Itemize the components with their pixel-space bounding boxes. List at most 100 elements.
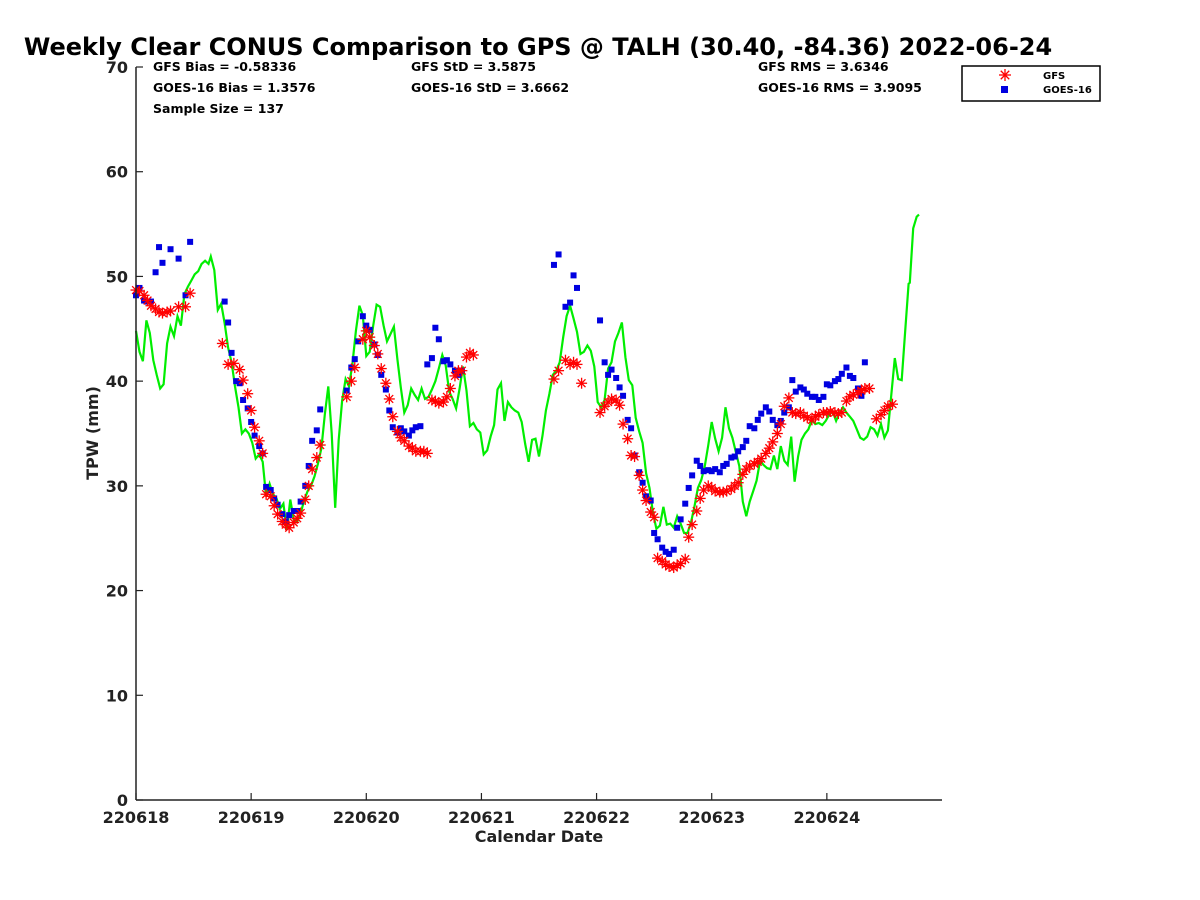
goes16-point [309,437,316,444]
goes16-point [728,454,735,461]
goes16-point [708,468,715,475]
goes16-point [409,427,416,434]
goes16-point [244,405,251,412]
gfs-point [306,463,318,475]
goes16-point [693,457,700,464]
goes16-point [739,444,746,451]
goes16-point [823,381,830,388]
goes16-point [685,484,692,491]
goes16-point [221,298,228,305]
gfs-point [253,435,265,447]
x-tick-label: 220618 [103,808,170,827]
x-tick-label: 220619 [218,808,285,827]
x-tick-label: 220623 [678,808,745,827]
goes16-point [417,423,424,430]
goes16-point [613,375,620,382]
y-tick-label: 70 [106,58,128,77]
goes16-point [666,550,673,557]
goes16-point [620,392,627,399]
goes16-point [689,472,696,479]
goes16-point [228,349,235,356]
x-tick-label: 220621 [448,808,515,827]
goes16-point [182,292,189,299]
goes16-point [762,404,769,411]
gfs-point [622,433,634,445]
gfs-point [245,404,257,416]
goes16-point [769,416,776,423]
goes16-point [152,269,159,276]
stat-goes-std: GOES-16 StD = 3.6662 [411,80,569,95]
gfs-point [228,357,240,369]
gfs-point [272,508,284,520]
gfs-point [617,418,629,430]
gfs-point [391,425,403,437]
goes16-point [716,469,723,476]
gfs-point [173,301,185,313]
legend-box [961,65,1101,102]
goes16-point [386,407,393,414]
gfs-point [216,337,228,349]
goes16-point [720,462,727,469]
goes16-point [443,357,450,364]
goes16-point [389,424,396,431]
y-axis-label: TPW (mm) [83,386,102,480]
gfs-point [364,331,376,343]
goes16-point [240,396,247,403]
goes16-point [735,448,742,455]
gfs-point [467,349,479,361]
x-tick-label: 220622 [563,808,630,827]
stat-goes-rms: GOES-16 RMS = 3.9095 [758,80,922,95]
goes16-point [597,317,604,324]
gfs-point [771,428,783,439]
goes16-point [861,359,868,366]
goes16-point [294,507,301,514]
goes16-point [263,483,270,490]
gfs-point [372,348,384,360]
goes16-point [624,416,631,423]
goes16-point [651,529,658,536]
gfs-point [242,388,254,400]
gfs-point [383,393,395,405]
goes16-point [723,460,730,467]
stat-gfs-bias: GFS Bias = -0.58336 [153,59,296,74]
goes16-point [274,501,281,508]
stat-gfs-std: GFS StD = 3.5875 [411,59,536,74]
y-tick-label: 20 [106,582,128,601]
gfs-point [760,447,772,459]
goes16-point [831,378,838,385]
goes16-point [567,299,574,306]
gfs-point [813,409,825,421]
gfs-point [886,398,898,410]
plot-area [130,213,920,574]
goes16-point [835,376,842,383]
goes16-point [233,378,240,385]
gfs-point [801,412,813,424]
goes16-point [248,418,255,425]
y-tick-label: 10 [106,686,128,705]
goes16-point [424,361,431,368]
gfs-point [456,365,468,377]
gfs-point [614,399,626,411]
y-tick-label: 0 [117,791,128,810]
gfs-point [249,421,261,433]
goes16-point [167,246,174,253]
goes16-point [800,386,807,393]
gfs-point [683,531,695,543]
goes16-point [382,386,389,393]
gfs-point [349,362,361,374]
goes16-point [785,404,792,411]
goes16-point [751,425,758,432]
goes16-point [808,393,815,400]
goes16-point [700,468,707,475]
gfs-point [184,287,196,299]
gfs-point [421,447,433,459]
legend-goes-marker [1001,86,1008,93]
gfs-point [341,391,353,403]
goes16-point [317,406,324,413]
x-tick-label: 220624 [793,808,860,827]
goes16-point [159,259,166,266]
gfs-point [303,480,315,492]
goes16-point [605,371,612,378]
goes16-point [271,495,278,502]
gfs-point [237,374,249,386]
